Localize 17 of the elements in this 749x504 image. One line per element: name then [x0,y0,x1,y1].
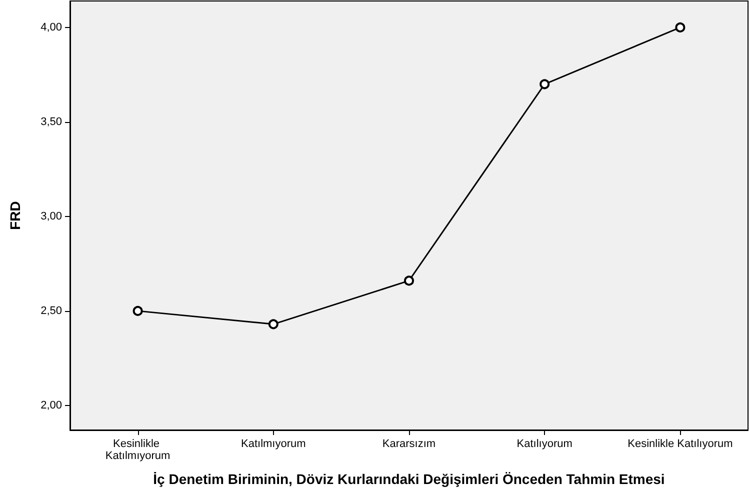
point [268,319,278,330]
x-tick-label: Katılmıyorum [241,438,306,450]
y-tick-label: 2,00 [40,399,62,412]
y-tick-label: 3,00 [40,210,62,222]
x-tick-label: Kesinlikle Katılmıyorum [105,438,170,462]
x-tick-label: Katılıyorum [516,438,572,450]
y-axis-title: FRD [7,201,23,230]
point [404,276,414,286]
x-axis-title: İç Denetim Biriminin, Döviz Kurlarındaki Değişimleri Önceden Tahmin Etmesi [153,471,665,487]
point [675,22,686,32]
point [132,306,143,316]
y-tick-label: 3,50 [40,116,62,128]
y-tick-label: 2,50 [40,304,62,317]
y-tick-label: 4,00 [40,21,62,34]
point [540,79,550,90]
x-tick-label: Kararsızım [382,438,436,450]
x-tick-label: Kesinlikle Katılıyorum [628,438,733,450]
